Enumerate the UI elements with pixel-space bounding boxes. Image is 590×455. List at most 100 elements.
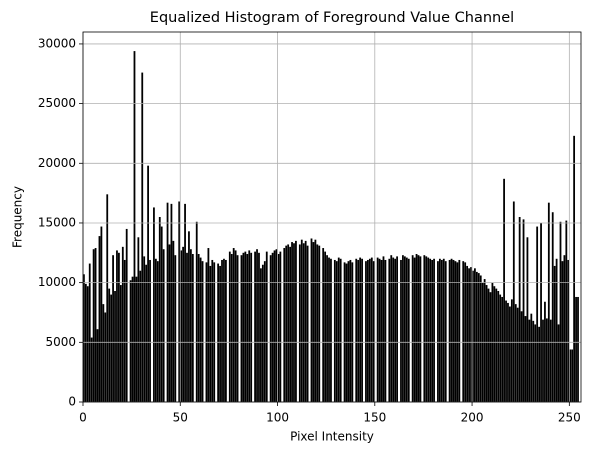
bar (376, 257, 379, 402)
bar (96, 329, 99, 402)
bar (160, 226, 163, 402)
bar (191, 254, 194, 402)
bar (256, 249, 258, 402)
bar (246, 254, 249, 402)
bar (156, 261, 159, 402)
bar (472, 270, 474, 402)
bar (437, 261, 439, 402)
bar (454, 261, 457, 402)
bar (505, 300, 507, 402)
bar (503, 178, 505, 402)
bar (545, 318, 548, 402)
bar (335, 261, 338, 402)
bar (514, 304, 517, 402)
bar (528, 319, 531, 402)
bar (158, 217, 161, 402)
y-tick-label: 15000 (38, 215, 76, 229)
bar (186, 252, 188, 402)
bar (365, 261, 367, 402)
plot-frame (82, 31, 582, 403)
bar (355, 258, 358, 402)
bar (359, 257, 362, 402)
bar (293, 243, 295, 402)
bar (487, 288, 490, 402)
y-tick-label: 5000 (45, 335, 76, 349)
bar (458, 259, 461, 402)
x-tick-label: 150 (363, 411, 386, 425)
bar (217, 263, 220, 402)
bar (88, 263, 91, 402)
bar (242, 252, 245, 402)
bar (520, 311, 523, 402)
bar (180, 250, 183, 402)
bar (275, 249, 278, 402)
bar (547, 202, 550, 402)
bar (236, 255, 239, 402)
bar (477, 273, 480, 402)
bar (254, 251, 256, 402)
bar (285, 245, 288, 402)
bar (205, 262, 208, 402)
bar (524, 316, 527, 402)
bar (250, 252, 253, 402)
bar (419, 256, 422, 402)
x-axis-label: Pixel Intensity (290, 430, 374, 444)
bar (133, 51, 136, 403)
bar (384, 259, 387, 402)
bar (549, 319, 552, 402)
bar (260, 268, 262, 402)
bar (112, 255, 114, 402)
bar (411, 255, 414, 402)
bar (178, 201, 181, 402)
bar (402, 255, 404, 402)
bar (86, 286, 89, 402)
bar (489, 292, 492, 402)
bar (263, 261, 266, 402)
bar (172, 240, 175, 402)
bar (516, 307, 519, 402)
bar (188, 231, 190, 402)
bar (440, 259, 443, 402)
bar (92, 249, 95, 402)
bar (567, 259, 570, 402)
bar (135, 276, 138, 402)
bar (248, 250, 251, 402)
bar (147, 165, 149, 402)
bar (339, 258, 342, 402)
bar (497, 291, 500, 402)
bar (110, 294, 113, 402)
bar (265, 251, 268, 402)
bar (475, 271, 478, 402)
bar (213, 262, 216, 402)
bar (273, 250, 276, 402)
x-tick-label: 200 (461, 411, 484, 425)
bar (330, 258, 332, 402)
bar (423, 255, 426, 402)
bar (470, 267, 472, 402)
bar (108, 288, 111, 402)
bar (370, 257, 373, 402)
bar (316, 244, 319, 402)
bar (415, 254, 418, 402)
bar (300, 239, 303, 402)
bar (291, 242, 293, 402)
bar (154, 258, 157, 402)
bar (94, 248, 97, 402)
bar (351, 262, 354, 402)
bar (345, 263, 348, 402)
bar (577, 296, 579, 402)
bar (221, 259, 223, 402)
bar (195, 221, 198, 402)
bar (507, 302, 509, 402)
bar (495, 288, 498, 402)
bar (442, 258, 445, 402)
bar (483, 279, 486, 402)
bar (295, 240, 297, 402)
bar (324, 251, 327, 402)
bar (565, 220, 568, 402)
bar (433, 258, 435, 402)
bar (125, 228, 128, 402)
bar (118, 252, 120, 402)
bar (474, 268, 476, 402)
x-tick-label: 0 (79, 411, 87, 425)
